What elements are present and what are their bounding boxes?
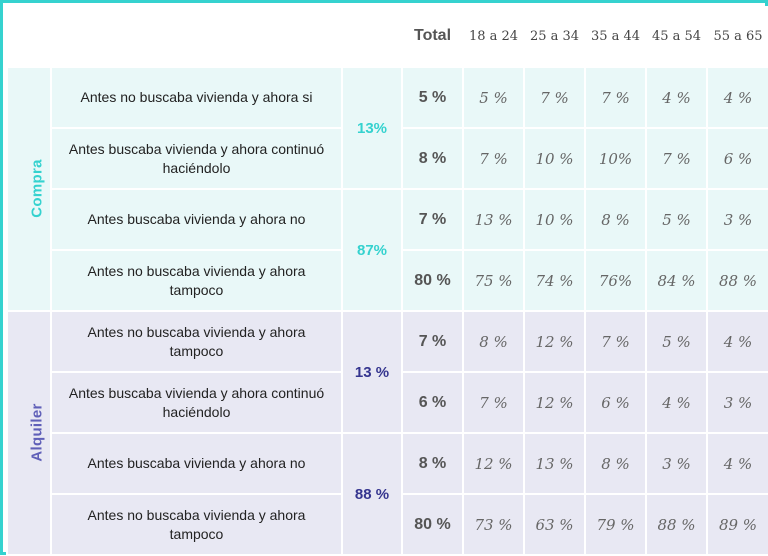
table-row: Compra Antes no buscaba vivienda y ahora… xyxy=(6,66,768,312)
value-cell: 10 % xyxy=(523,188,586,251)
header-age-35-44: 35 a 44 xyxy=(585,6,646,67)
table-row: Alquiler Antes no buscaba vivienda y aho… xyxy=(6,310,768,556)
value-cell: 4 % xyxy=(645,371,708,434)
value-cell: 13 % xyxy=(462,188,525,251)
value-cell: 8 % xyxy=(584,188,647,251)
value-cell: 4 % xyxy=(706,432,768,495)
value-cell: 3 % xyxy=(706,188,768,251)
row-description: Antes no buscaba vivienda y ahora tampoc… xyxy=(50,249,343,312)
group-label-alquiler: Alquiler xyxy=(6,310,52,556)
header-empty xyxy=(51,6,342,67)
value-cell: 73 % xyxy=(462,493,525,556)
survey-table: Total 18 a 24 25 a 34 35 a 44 45 a 54 55… xyxy=(6,6,768,556)
subtotal-cell: 87% xyxy=(341,188,403,312)
value-cell: 5 % xyxy=(645,188,708,251)
header-empty xyxy=(342,6,402,67)
table-row: Antes buscaba vivienda y ahora no 87% 7 … xyxy=(7,188,768,312)
value-cell: 7 % xyxy=(462,371,525,434)
header-total: Total xyxy=(402,6,463,67)
value-cell: 12 % xyxy=(462,432,525,495)
header-age-45-54: 45 a 54 xyxy=(646,6,707,67)
total-cell: 7 % xyxy=(401,188,464,251)
value-cell: 75 % xyxy=(462,249,525,312)
total-cell: 5 % xyxy=(401,66,464,129)
row-description: Antes no buscaba vivienda y ahora si xyxy=(50,66,343,129)
value-cell: 10 % xyxy=(523,127,586,190)
subtotal-cell: 13% xyxy=(341,66,403,190)
header-age-55-65: 55 a 65 xyxy=(707,6,768,67)
table-row: Antes buscaba vivienda y ahora continuó … xyxy=(7,127,768,190)
header-age-18-24: 18 a 24 xyxy=(463,6,524,67)
value-cell: 4 % xyxy=(706,66,768,129)
row-description: Antes no buscaba vivienda y ahora tampoc… xyxy=(50,493,343,556)
value-cell: 7 % xyxy=(584,66,647,129)
value-cell: 7 % xyxy=(584,310,647,373)
value-cell: 5 % xyxy=(645,310,708,373)
total-cell: 7 % xyxy=(401,310,464,373)
total-cell: 8 % xyxy=(401,127,464,190)
value-cell: 8 % xyxy=(462,310,525,373)
value-cell: 5 % xyxy=(462,66,525,129)
table-row: Antes buscaba vivienda y ahora continuó … xyxy=(7,371,768,434)
value-cell: 3 % xyxy=(645,432,708,495)
value-cell: 6 % xyxy=(706,127,768,190)
row-description: Antes no buscaba vivienda y ahora tampoc… xyxy=(50,310,343,373)
value-cell: 7 % xyxy=(645,127,708,190)
total-cell: 80 % xyxy=(401,493,464,556)
value-cell: 7 % xyxy=(462,127,525,190)
row-description: Antes buscaba vivienda y ahora no xyxy=(50,188,343,251)
total-cell: 6 % xyxy=(401,371,464,434)
row-description: Antes buscaba vivienda y ahora continuó … xyxy=(50,127,343,190)
value-cell: 3 % xyxy=(706,371,768,434)
value-cell: 88 % xyxy=(645,493,708,556)
subtotal-cell: 88 % xyxy=(341,432,403,556)
value-cell: 4 % xyxy=(706,310,768,373)
value-cell: 89 % xyxy=(706,493,768,556)
value-cell: 74 % xyxy=(523,249,586,312)
group-label-text: Alquiler xyxy=(28,403,46,462)
value-cell: 6 % xyxy=(584,371,647,434)
table-row: Antes no buscaba vivienda y ahora tampoc… xyxy=(7,249,768,312)
total-cell: 8 % xyxy=(401,432,464,495)
header-empty xyxy=(7,6,51,67)
value-cell: 88 % xyxy=(706,249,768,312)
group-label-text: Compra xyxy=(28,159,46,218)
table-row: Antes buscaba vivienda y ahora no 88 % 8… xyxy=(7,432,768,556)
value-cell: 79 % xyxy=(584,493,647,556)
header-age-25-34: 25 a 34 xyxy=(524,6,585,67)
value-cell: 12 % xyxy=(523,310,586,373)
value-cell: 63 % xyxy=(523,493,586,556)
value-cell: 8 % xyxy=(584,432,647,495)
value-cell: 12 % xyxy=(523,371,586,434)
value-cell: 84 % xyxy=(645,249,708,312)
value-cell: 4 % xyxy=(645,66,708,129)
header-row: Total 18 a 24 25 a 34 35 a 44 45 a 54 55… xyxy=(7,6,768,67)
row-description: Antes buscaba vivienda y ahora no xyxy=(50,432,343,495)
subtotal-cell: 13 % xyxy=(341,310,403,434)
value-cell: 13 % xyxy=(523,432,586,495)
value-cell: 76% xyxy=(584,249,647,312)
row-description: Antes buscaba vivienda y ahora continuó … xyxy=(50,371,343,434)
value-cell: 7 % xyxy=(523,66,586,129)
value-cell: 10% xyxy=(584,127,647,190)
group-label-compra: Compra xyxy=(6,66,52,312)
total-cell: 80 % xyxy=(401,249,464,312)
